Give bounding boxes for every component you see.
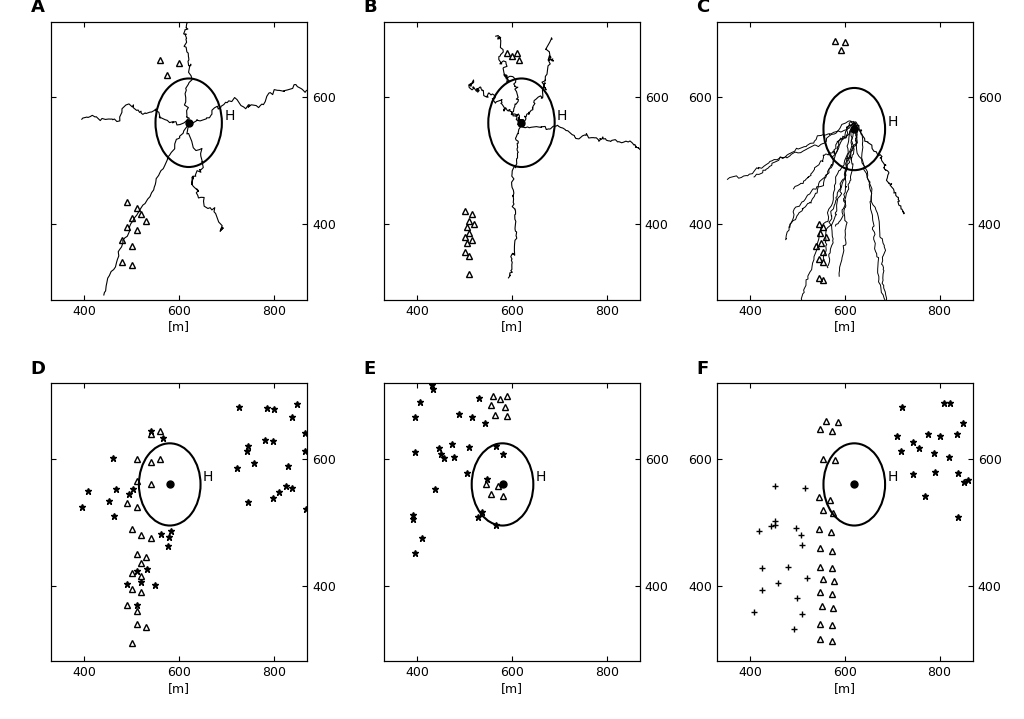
Text: H: H xyxy=(888,470,898,485)
Text: H: H xyxy=(557,109,567,122)
X-axis label: [m]: [m] xyxy=(168,682,190,695)
Text: H: H xyxy=(888,115,898,129)
Text: H: H xyxy=(224,109,234,122)
Text: D: D xyxy=(31,360,46,377)
X-axis label: [m]: [m] xyxy=(501,682,523,695)
X-axis label: [m]: [m] xyxy=(168,321,190,334)
X-axis label: [m]: [m] xyxy=(834,321,856,334)
X-axis label: [m]: [m] xyxy=(501,321,523,334)
Text: C: C xyxy=(696,0,710,16)
X-axis label: [m]: [m] xyxy=(834,682,856,695)
Text: E: E xyxy=(364,360,376,377)
Text: H: H xyxy=(536,470,546,485)
Text: H: H xyxy=(203,470,213,485)
Text: A: A xyxy=(31,0,45,16)
Text: B: B xyxy=(364,0,377,16)
Text: F: F xyxy=(696,360,709,377)
